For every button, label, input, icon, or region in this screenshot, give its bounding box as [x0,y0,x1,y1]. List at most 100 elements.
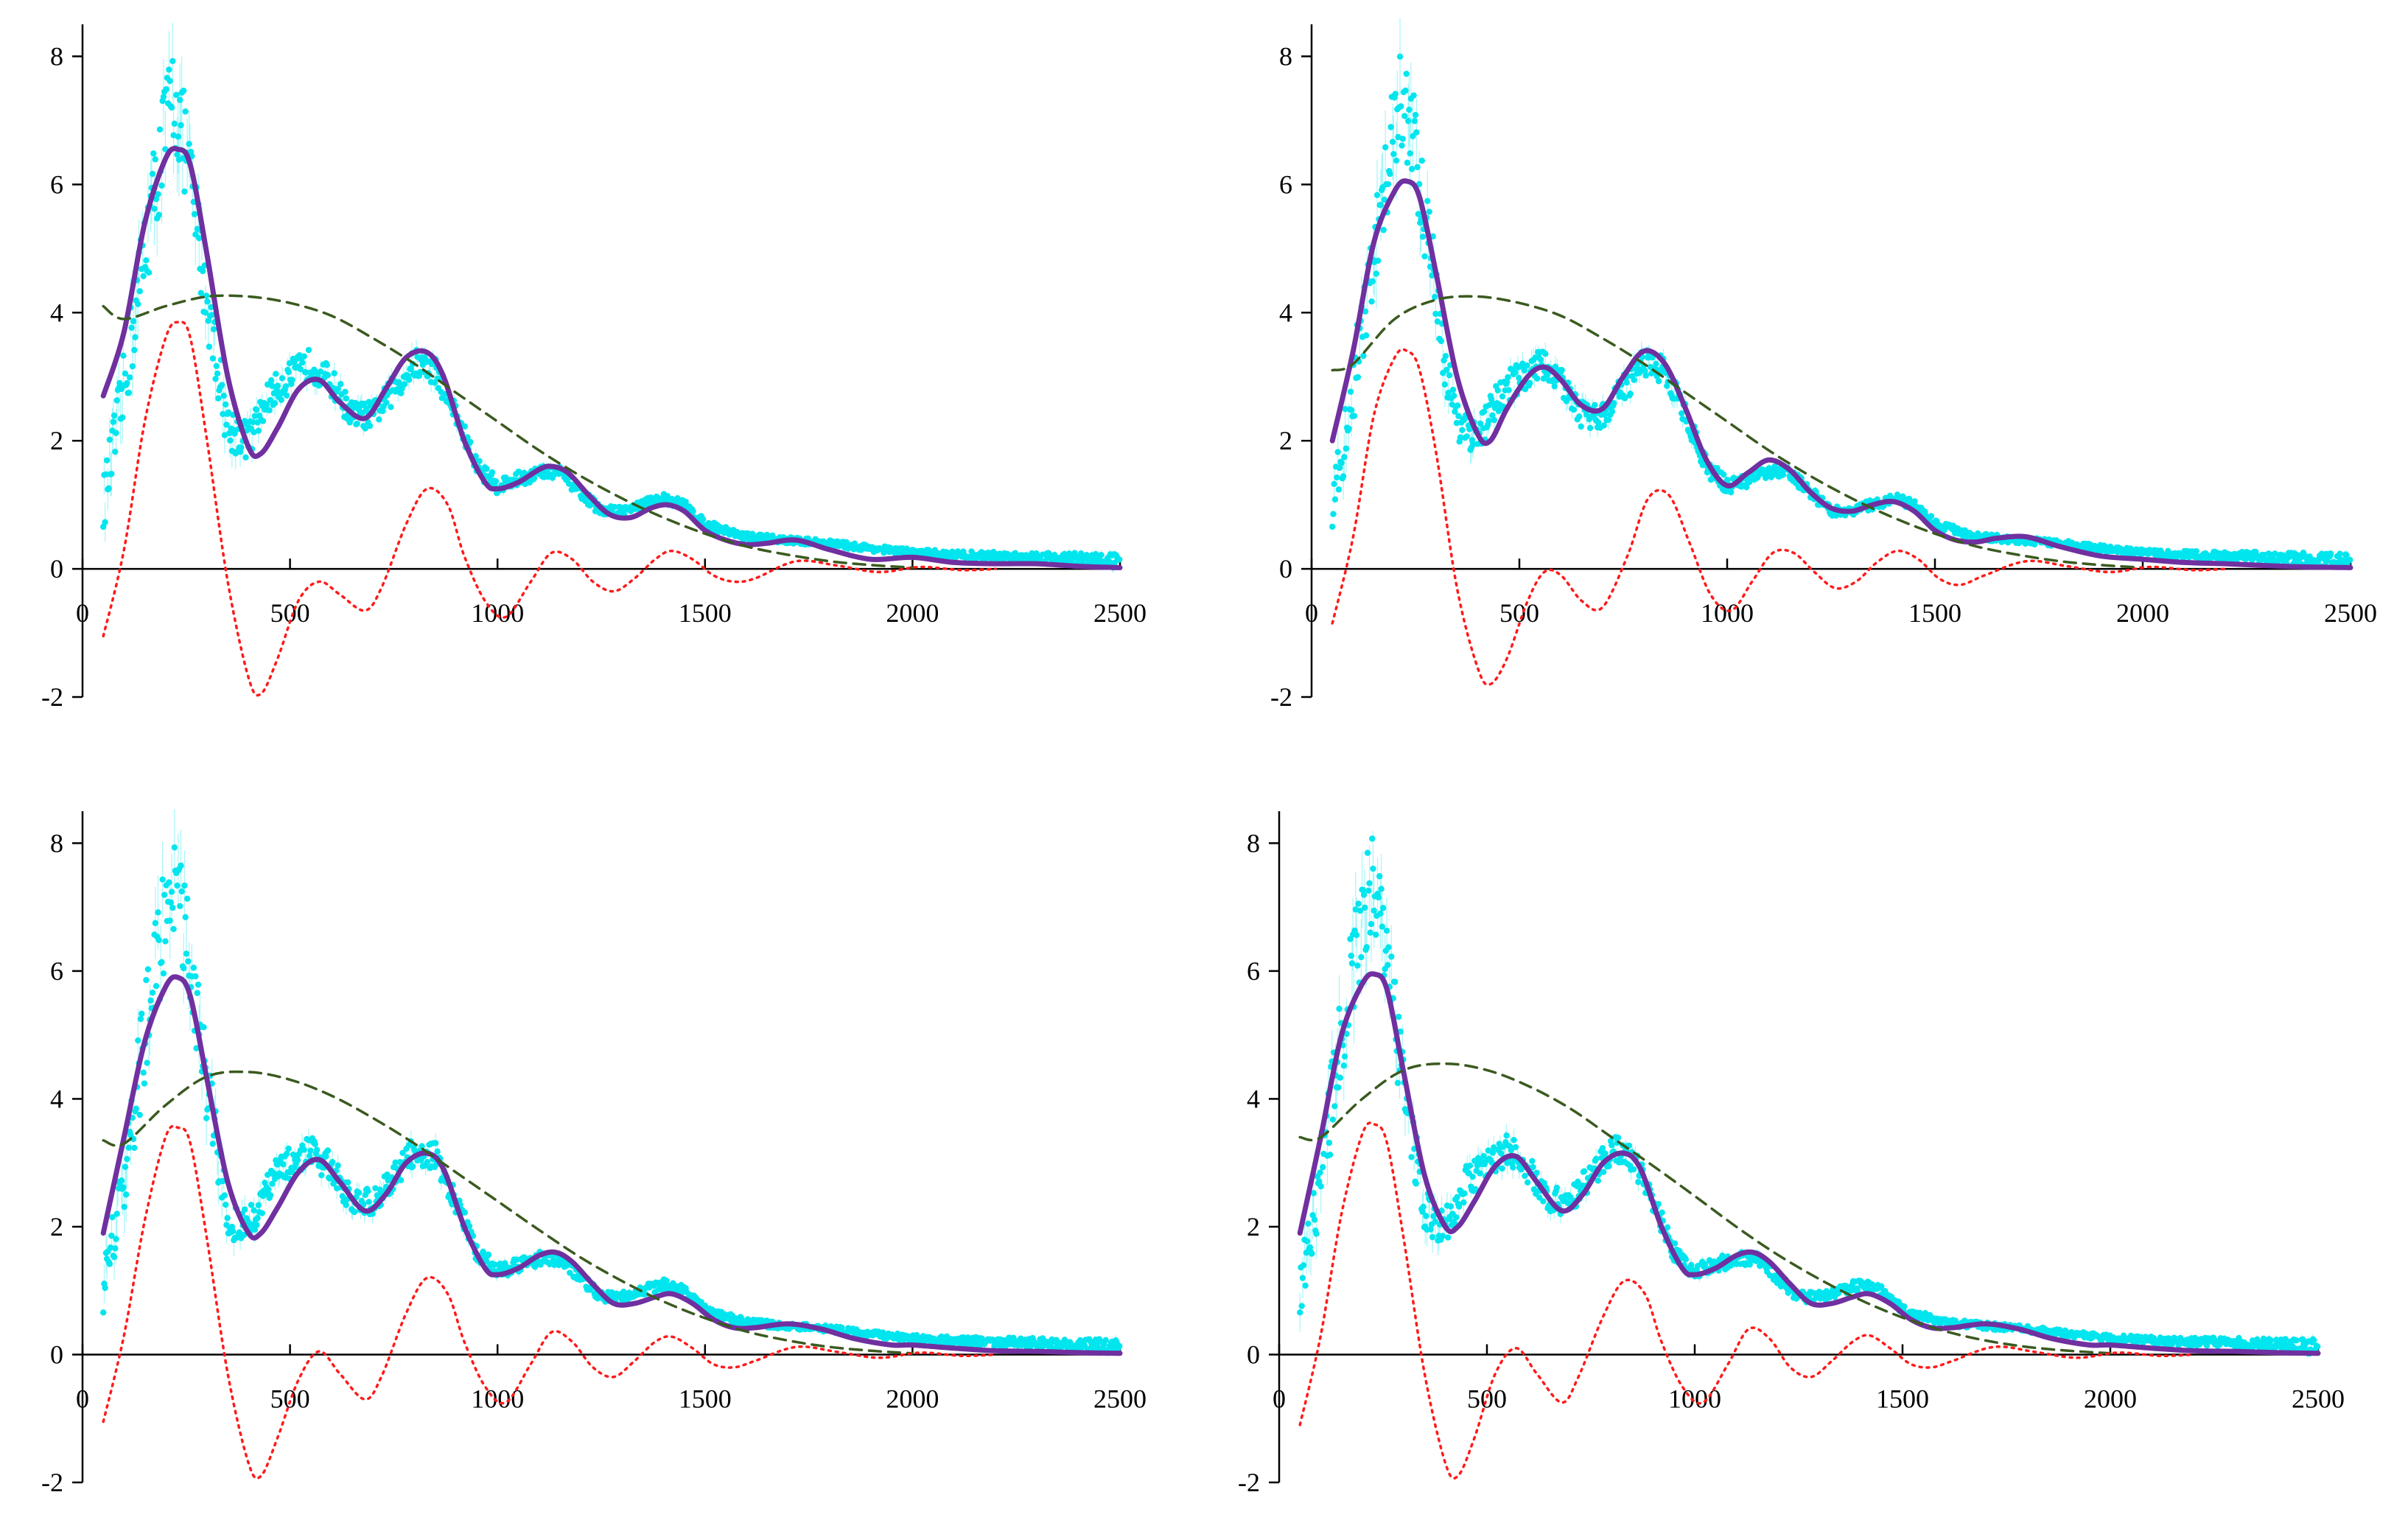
data-point [1408,1154,1415,1160]
x-tick-label: 500 [270,1384,310,1413]
data-point [1337,1074,1343,1081]
data-point [1369,836,1376,842]
data-point [401,381,408,388]
data-point [1368,298,1375,305]
data-point [1491,416,1498,424]
data-point [213,363,220,369]
data-point [611,503,618,511]
data-point [215,395,222,402]
data-point [1655,378,1662,385]
data-point [259,1210,265,1216]
data-point [200,1023,207,1031]
data-point [102,1284,108,1292]
data-point [1326,1152,1334,1158]
data-point [285,1145,292,1152]
data-point [388,404,394,410]
data-point [167,77,173,85]
data-point [175,133,181,140]
data-point [1600,422,1607,429]
y-tick-label: 4 [1247,1084,1260,1113]
data-point [186,141,192,147]
data-point [355,1189,363,1196]
data-point [1542,351,1549,357]
data-point [1418,157,1425,164]
data-point [285,368,292,376]
data-point [1098,552,1105,558]
data-point [1402,87,1409,94]
data-point [110,418,116,425]
y-tick-label: 8 [1279,41,1292,71]
data-point [1116,1342,1123,1350]
data-point [153,983,160,990]
data-point [1459,427,1466,433]
data-point [1373,192,1381,198]
data-point [1313,1230,1320,1237]
model-line-smooth [102,1070,914,1355]
y-tick-label: 2 [1279,426,1292,455]
data-point [1466,1162,1474,1169]
data-point [1329,523,1336,530]
data-point [131,1144,138,1152]
y-tick-label: 0 [1279,554,1292,584]
data-point [492,478,500,485]
data-point [158,959,165,965]
data-point [1334,474,1340,481]
data-point [366,422,374,430]
x-tick-label: 2500 [2292,1384,2345,1413]
data-point [1449,386,1457,393]
x-tick-label: 2000 [2084,1384,2137,1413]
data-point [103,457,111,464]
data-point [128,324,135,331]
data-point [200,267,206,275]
data-point [354,420,360,427]
data-point [1489,1149,1497,1156]
data-point [227,437,234,444]
data-point [1368,920,1375,928]
data-point [181,188,188,195]
data-point [205,318,211,324]
data-point [124,1155,130,1163]
data-point [1529,1157,1536,1165]
data-point [1576,413,1583,420]
data-point [273,371,279,377]
data-point [1505,374,1511,381]
data-point [1426,209,1432,215]
data-point [1331,480,1337,488]
data-point [1340,473,1347,480]
data-point [1388,953,1395,960]
data-point [1363,944,1370,950]
data-point [140,273,147,280]
data-point [182,108,189,115]
data-point [161,892,168,898]
data-point [113,430,119,436]
data-point [132,334,139,340]
data-point [379,407,386,415]
data-point [383,399,390,406]
data-point [209,312,215,318]
data-point [255,427,262,434]
data-point [461,423,469,430]
x-tick-label: 1000 [1701,598,1754,628]
data-point [1447,1203,1455,1210]
data-point [149,990,156,996]
data-point [1348,407,1355,413]
data-point [1522,1172,1528,1180]
data-point [329,1158,336,1166]
data-point [112,1245,119,1252]
data-point [1494,387,1501,394]
model-line-smooth [1331,295,2144,570]
data-point [1558,367,1565,374]
y-tick-label: 4 [50,298,63,327]
data-point [1421,253,1428,260]
data-point [1631,377,1637,383]
data-point [195,981,202,988]
data-point [145,269,153,276]
y-tick-label: 6 [1247,956,1260,986]
data-point [1360,892,1368,898]
data-point [259,418,267,424]
data-point [141,1080,148,1087]
x-tick-label: 2000 [886,598,939,628]
data-point [174,151,181,158]
